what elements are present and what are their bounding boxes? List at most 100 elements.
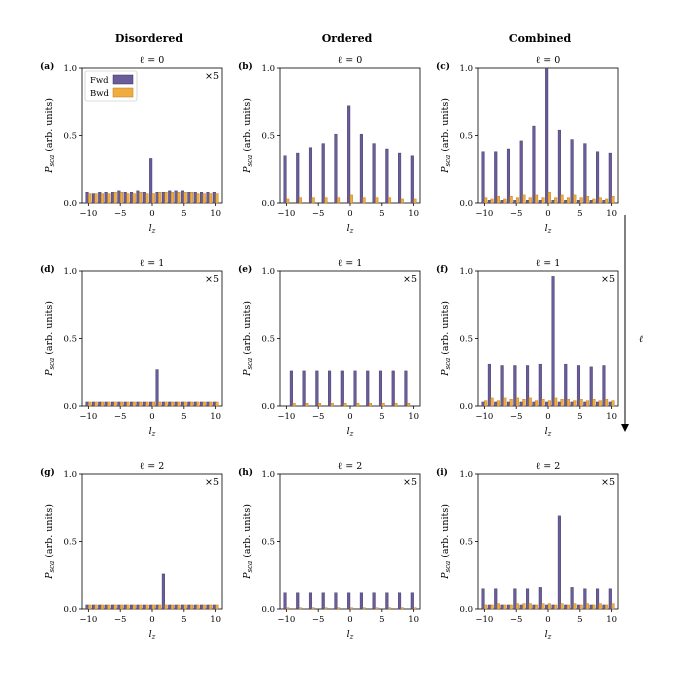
x-tick-label: 0 xyxy=(347,412,352,422)
bar-bwd xyxy=(573,194,577,204)
bar-bwd xyxy=(496,196,500,204)
bar-fwd xyxy=(212,191,216,204)
y-tick-label: 0.5 xyxy=(63,538,77,548)
bar-fwd xyxy=(500,604,504,610)
bar-fwd xyxy=(570,587,574,610)
bar-bwd xyxy=(113,604,117,610)
bar-bwd xyxy=(88,401,92,407)
bar-fwd xyxy=(98,191,102,204)
y-tick-label: 1.0 xyxy=(261,470,275,480)
bar-bwd xyxy=(611,400,615,407)
bar-fwd xyxy=(328,370,332,407)
bar-fwd xyxy=(500,200,504,204)
y-tick-label: 0.0 xyxy=(459,605,473,615)
bar-bwd xyxy=(189,191,194,204)
bar-bwd xyxy=(490,604,494,610)
bar-fwd xyxy=(161,191,165,204)
bar-bwd xyxy=(585,196,590,204)
y-tick-label: 0.5 xyxy=(459,132,473,142)
x-axis-label: lz xyxy=(347,426,354,438)
bar-fwd xyxy=(155,369,159,407)
bar-fwd xyxy=(564,363,568,407)
panel-label: (f) xyxy=(436,264,448,275)
x-tick-label: 5 xyxy=(181,412,186,422)
y-axis-label: Psca (arb. units) xyxy=(44,301,56,377)
bar-fwd xyxy=(98,401,102,407)
bar-bwd xyxy=(209,401,213,407)
bar-fwd xyxy=(372,592,376,610)
bar-fwd xyxy=(104,191,108,204)
x-tick-label: −5 xyxy=(114,412,127,422)
y-axis-label: Psca (arb. units) xyxy=(242,301,254,377)
bar-bwd xyxy=(598,197,602,204)
bar-bwd xyxy=(158,401,162,407)
bar-bwd xyxy=(305,403,309,407)
bar-bwd xyxy=(503,198,507,204)
y-tick-label: 0.0 xyxy=(261,605,275,615)
x-axis-label: lz xyxy=(347,629,354,641)
multiplier-label: ×5 xyxy=(403,477,417,488)
panel-title: ℓ = 0 xyxy=(536,55,561,66)
bar-fwd xyxy=(583,588,587,610)
bar-bwd xyxy=(151,401,155,407)
bar-bwd xyxy=(573,603,577,610)
bar-bwd xyxy=(528,603,532,610)
bar-fwd xyxy=(180,604,185,610)
bar-bwd xyxy=(554,604,558,610)
bar-fwd xyxy=(570,139,574,204)
y-tick-label: 0.0 xyxy=(261,402,275,412)
x-axis-label: lz xyxy=(149,629,156,641)
bar-fwd xyxy=(500,365,504,407)
bar-fwd xyxy=(551,276,555,407)
x-tick-label: −10 xyxy=(475,209,493,219)
bar-fwd xyxy=(487,200,491,204)
bar-fwd xyxy=(136,401,140,407)
bar-bwd xyxy=(324,197,328,204)
bar-bwd xyxy=(368,403,372,407)
bar-fwd xyxy=(353,370,357,407)
x-axis-label: lz xyxy=(347,223,354,235)
panel-h: (h) ℓ = 2 ×5 0.0 0.5 1.0 −10 −5 0 5 10 Psca (arb. u… xyxy=(238,461,421,641)
bar-fwd xyxy=(545,67,549,204)
multiplier-label: ×5 xyxy=(205,477,219,488)
bar-bwd xyxy=(88,604,92,610)
x-tick-label: −10 xyxy=(79,615,97,625)
bar-bwd xyxy=(286,607,290,610)
bar-fwd xyxy=(513,200,517,204)
bar-bwd xyxy=(145,401,149,407)
bar-bwd xyxy=(94,401,98,407)
bar-fwd xyxy=(481,401,485,407)
bar-fwd xyxy=(576,365,581,407)
bar-bwd xyxy=(566,604,570,610)
bar-fwd xyxy=(398,152,402,204)
bar-bwd xyxy=(183,401,187,407)
x-axis-label: lz xyxy=(545,629,552,641)
bar-fwd xyxy=(149,604,153,610)
bar-bwd xyxy=(509,399,513,407)
bar-bwd xyxy=(88,193,92,204)
bar-bwd xyxy=(547,400,551,407)
bar-fwd xyxy=(149,401,153,407)
bar-fwd xyxy=(130,191,134,204)
bar-fwd xyxy=(506,604,511,610)
bar-bwd xyxy=(400,198,404,204)
bar-bwd xyxy=(215,604,219,610)
x-tick-label: 5 xyxy=(577,615,582,625)
bar-fwd xyxy=(404,370,408,407)
bar-bwd xyxy=(324,607,328,610)
bar-fwd xyxy=(519,140,523,204)
bar-fwd xyxy=(334,592,338,610)
y-axis-label: Psca (arb. units) xyxy=(44,504,56,580)
bar-fwd xyxy=(526,200,530,204)
bar-fwd xyxy=(180,190,185,204)
y-tick-label: 0.5 xyxy=(261,132,275,142)
bar-fwd xyxy=(532,401,536,407)
bar-fwd xyxy=(564,200,568,204)
bar-fwd xyxy=(385,148,389,204)
bar-bwd xyxy=(375,197,379,204)
bar-fwd xyxy=(206,604,210,610)
bar-bwd xyxy=(286,198,290,204)
bar-fwd xyxy=(481,151,485,204)
x-axis-label: lz xyxy=(149,426,156,438)
